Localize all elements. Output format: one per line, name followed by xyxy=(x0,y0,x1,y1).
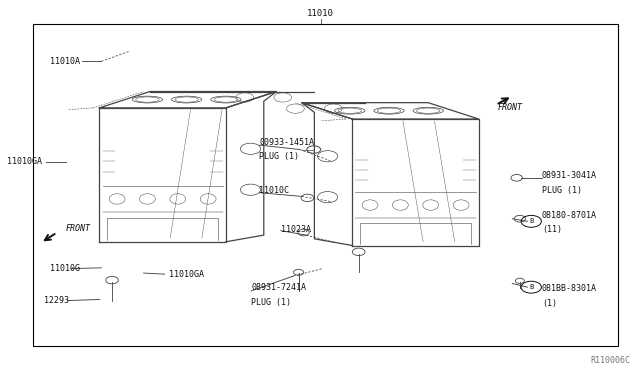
Text: B: B xyxy=(529,284,533,290)
Text: 11010G: 11010G xyxy=(51,264,81,273)
Text: 08931-3041A: 08931-3041A xyxy=(542,171,597,180)
Text: FRONT: FRONT xyxy=(66,224,91,233)
Text: FRONT: FRONT xyxy=(498,103,523,112)
Text: 11010C: 11010C xyxy=(259,186,289,195)
Text: 00933-1451A: 00933-1451A xyxy=(259,138,314,147)
Text: 11023A: 11023A xyxy=(281,225,311,234)
Text: 11010A: 11010A xyxy=(51,57,81,66)
Text: PLUG (1): PLUG (1) xyxy=(259,153,300,161)
Text: PLUG (1): PLUG (1) xyxy=(251,298,291,307)
Text: 11010: 11010 xyxy=(307,9,334,18)
Text: B: B xyxy=(529,218,533,224)
Text: 08931-7241A: 08931-7241A xyxy=(251,283,306,292)
Text: (11): (11) xyxy=(542,225,562,234)
Text: 12293: 12293 xyxy=(44,296,69,305)
Text: 11010GA: 11010GA xyxy=(169,270,204,279)
Text: 08180-8701A: 08180-8701A xyxy=(542,211,597,219)
Text: 081BB-8301A: 081BB-8301A xyxy=(542,284,597,293)
Text: PLUG (1): PLUG (1) xyxy=(542,186,582,195)
Text: (1): (1) xyxy=(542,299,557,308)
Text: 11010GA: 11010GA xyxy=(8,157,42,166)
Text: R110006C: R110006C xyxy=(591,356,630,365)
Bar xyxy=(33,24,618,346)
